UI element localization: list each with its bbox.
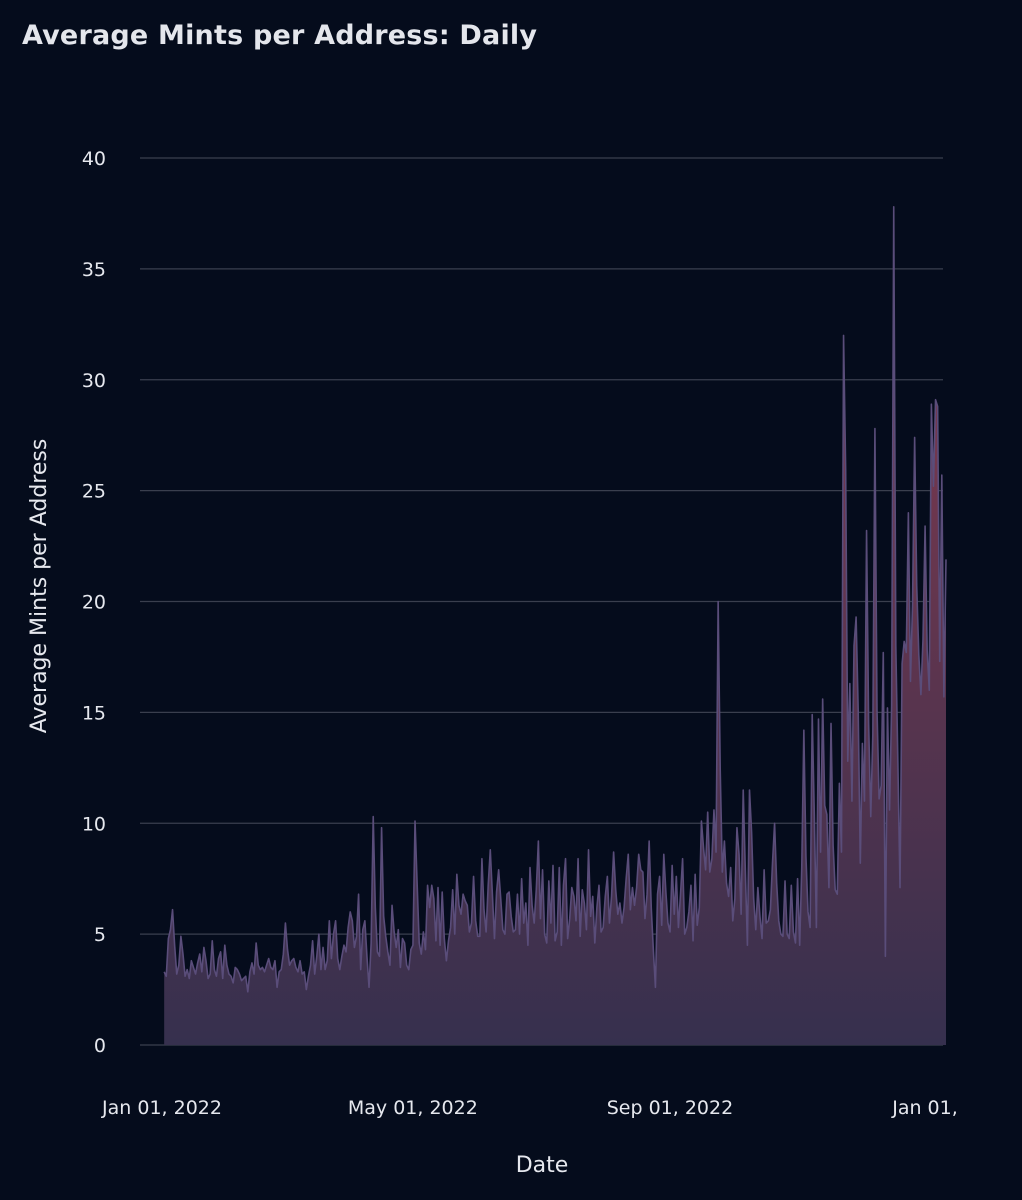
y-tick-label: 30 <box>82 370 106 392</box>
y-tick-label: 10 <box>82 813 106 835</box>
x-tick-label: May 01, 2022 <box>348 1097 478 1119</box>
y-tick-label: 35 <box>82 259 106 281</box>
series-line <box>163 205 947 993</box>
y-tick-label: 40 <box>82 148 106 170</box>
chart-title: Average Mints per Address: Daily <box>22 20 538 51</box>
y-tick-label: 0 <box>94 1035 106 1057</box>
y-tick-label: 5 <box>94 924 106 946</box>
y-axis-title: Average Mints per Address <box>27 439 52 734</box>
y-tick-label: 20 <box>82 592 106 614</box>
x-tick-label: Sep 01, 2022 <box>607 1097 733 1119</box>
y-tick-label: 25 <box>82 481 106 503</box>
area-fill <box>164 206 946 1046</box>
x-axis-title: Date <box>516 1153 569 1178</box>
x-tick-label: Jan 01, <box>891 1097 958 1119</box>
y-tick-label: 15 <box>82 702 106 724</box>
x-tick-label: Jan 01, 2022 <box>101 1097 222 1119</box>
